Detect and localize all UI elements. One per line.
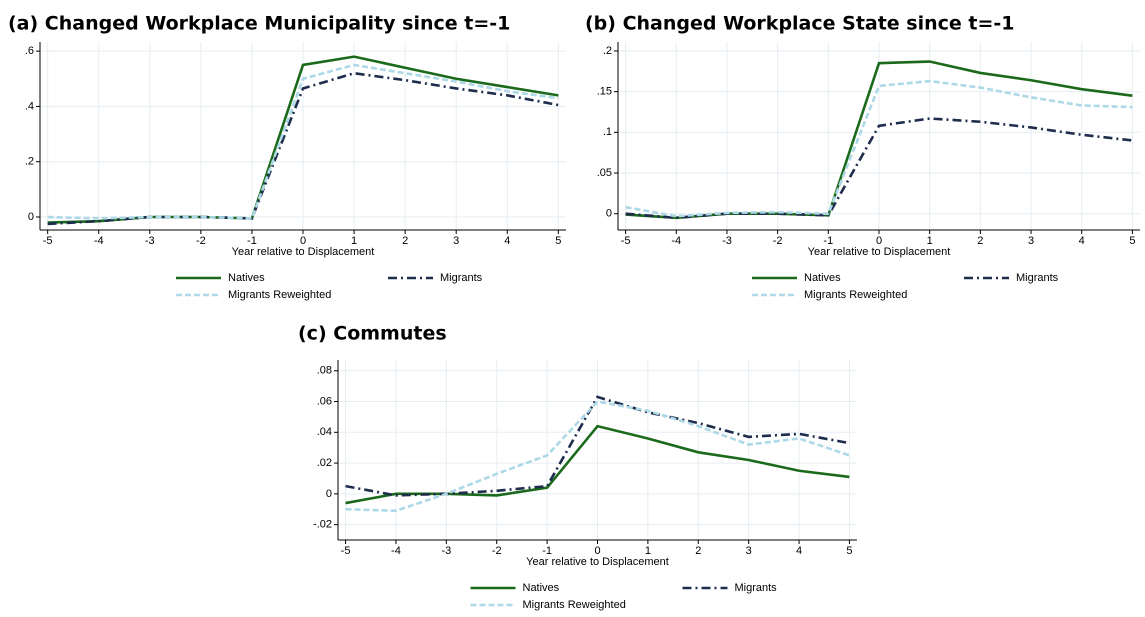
legend-label: Natives bbox=[804, 272, 841, 284]
x-tick-label: 0 bbox=[594, 545, 600, 557]
x-tick-label: 3 bbox=[1028, 235, 1034, 247]
x-tick-label: -5 bbox=[43, 235, 53, 247]
x-tick-label: -1 bbox=[823, 235, 833, 247]
x-tick-label: 4 bbox=[1079, 235, 1085, 247]
legend-label: Migrants bbox=[735, 582, 778, 594]
x-tick-label: -3 bbox=[145, 235, 155, 247]
chart-title: (b) Changed Workplace State since t=-1 bbox=[585, 13, 1015, 35]
y-tick-label: 0 bbox=[28, 211, 34, 223]
legend-label: Migrants Reweighted bbox=[228, 289, 331, 301]
y-tick-label: .1 bbox=[603, 126, 612, 138]
legend-label: Migrants Reweighted bbox=[804, 289, 907, 301]
x-tick-label: 3 bbox=[453, 235, 459, 247]
x-tick-label: -2 bbox=[492, 545, 502, 557]
x-tick-label: -3 bbox=[722, 235, 732, 247]
legend-label: Migrants Reweighted bbox=[523, 599, 626, 611]
x-tick-label: 2 bbox=[695, 545, 701, 557]
y-tick-label: .2 bbox=[603, 45, 612, 57]
chart-title: (a) Changed Workplace Municipality since… bbox=[8, 13, 510, 35]
y-tick-label: .4 bbox=[25, 100, 34, 112]
x-tick-label: -2 bbox=[773, 235, 783, 247]
x-tick-label: -3 bbox=[441, 545, 451, 557]
series-line bbox=[345, 395, 850, 497]
y-tick-label: .15 bbox=[597, 86, 612, 98]
x-tick-label: 4 bbox=[796, 545, 802, 557]
y-tick-label: 0 bbox=[606, 208, 612, 220]
y-tick-label: .2 bbox=[25, 156, 34, 168]
series-line bbox=[345, 400, 850, 513]
x-tick-label: 2 bbox=[977, 235, 983, 247]
x-tick-label: 2 bbox=[402, 235, 408, 247]
y-tick-label: .08 bbox=[317, 365, 332, 377]
x-tick-label: -5 bbox=[341, 545, 351, 557]
y-tick-label: .04 bbox=[317, 426, 332, 438]
x-tick-label: 5 bbox=[555, 235, 561, 247]
x-tick-label: 1 bbox=[927, 235, 933, 247]
x-tick-label: 1 bbox=[351, 235, 357, 247]
x-tick-label: -5 bbox=[621, 235, 631, 247]
series-line bbox=[47, 63, 559, 220]
x-tick-label: -2 bbox=[196, 235, 206, 247]
x-tick-label: -4 bbox=[94, 235, 104, 247]
x-tick-label: 3 bbox=[746, 545, 752, 557]
series-line bbox=[625, 79, 1133, 218]
y-tick-label: .6 bbox=[25, 45, 34, 57]
x-tick-label: 4 bbox=[504, 235, 510, 247]
y-tick-label: .05 bbox=[597, 167, 612, 179]
legend-label: Natives bbox=[228, 272, 265, 284]
x-tick-label: -1 bbox=[247, 235, 257, 247]
y-tick-label: -.02 bbox=[313, 519, 332, 531]
y-tick-label: .06 bbox=[317, 395, 332, 407]
x-tick-label: -4 bbox=[671, 235, 681, 247]
chart-title: (c) Commutes bbox=[298, 323, 447, 345]
y-tick-label: .02 bbox=[317, 457, 332, 469]
x-axis-label: Year relative to Displacement bbox=[526, 556, 669, 568]
x-tick-label: -1 bbox=[542, 545, 552, 557]
x-tick-label: 5 bbox=[846, 545, 852, 557]
x-axis-label: Year relative to Displacement bbox=[808, 246, 951, 258]
x-axis-label: Year relative to Displacement bbox=[232, 246, 375, 258]
x-tick-label: 1 bbox=[645, 545, 651, 557]
series-line bbox=[47, 71, 559, 226]
x-tick-label: 0 bbox=[300, 235, 306, 247]
x-tick-label: -4 bbox=[391, 545, 401, 557]
x-tick-label: 5 bbox=[1129, 235, 1135, 247]
legend-label: Migrants bbox=[1016, 272, 1059, 284]
legend-label: Natives bbox=[523, 582, 560, 594]
y-tick-label: 0 bbox=[326, 488, 332, 500]
legend-label: Migrants bbox=[440, 272, 483, 284]
x-tick-label: 0 bbox=[876, 235, 882, 247]
